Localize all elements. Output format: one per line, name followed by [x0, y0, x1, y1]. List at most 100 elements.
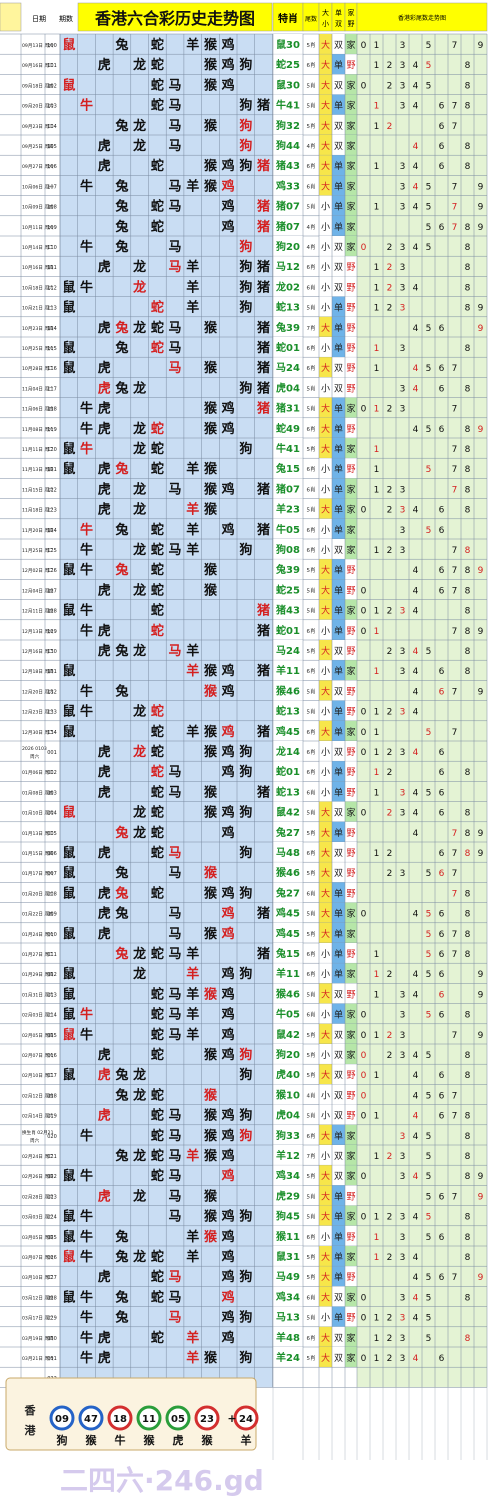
- ball-number: 23: [200, 1414, 214, 1425]
- tail-count: 5肖: [307, 829, 316, 837]
- tail-count: 6肖: [307, 283, 316, 291]
- tail-digit: 6: [439, 102, 445, 112]
- tail-digit: 4: [413, 1051, 419, 1061]
- row-date: 01月24日 周六: [22, 931, 54, 938]
- odd-even: 双: [334, 646, 343, 657]
- tail-digit: 9: [478, 627, 484, 637]
- tail-digit: 8: [465, 243, 471, 253]
- tail-digit: 3: [400, 708, 406, 718]
- big-small: 大: [321, 685, 330, 697]
- odd-even: 单: [334, 221, 343, 233]
- odd-even: 双: [334, 40, 343, 51]
- zodiac-mark: 虎: [98, 623, 111, 639]
- zodiac-mark: 马: [169, 1028, 182, 1043]
- zodiac-mark: 虎: [98, 481, 111, 497]
- home-wild: 野: [346, 323, 355, 334]
- home-wild: 野: [346, 262, 355, 273]
- tail-digit: 8: [465, 910, 471, 920]
- big-small: 大: [321, 1352, 330, 1364]
- odd-even: 双: [334, 686, 343, 697]
- tail-digit: 6: [439, 1273, 445, 1283]
- tail-count: 6肖: [307, 162, 316, 170]
- big-small: 大: [321, 423, 330, 435]
- tail-digit: 6: [439, 1091, 445, 1101]
- tail-count: 6肖: [307, 425, 316, 433]
- zodiac-mark: 蛇: [151, 1289, 164, 1305]
- tail-digit: 0: [361, 41, 367, 51]
- tail-count: 5肖: [307, 1354, 316, 1362]
- zodiac-mark: 狗: [239, 1047, 252, 1063]
- tail-digit: 8: [465, 849, 471, 859]
- tail-digit: 4: [413, 970, 419, 980]
- home-wild: 野: [346, 787, 355, 798]
- zodiac-mark: 蛇: [151, 461, 164, 477]
- zodiac-mark: 鼠: [62, 845, 75, 861]
- odd-even: 双: [334, 868, 343, 879]
- zodiac-mark: 龙: [133, 279, 146, 295]
- odd-even: 双: [334, 383, 343, 394]
- row-date: 10月21日 周二: [22, 306, 54, 312]
- tail-digit: 0: [361, 1031, 367, 1041]
- tail-digit: 1: [374, 1253, 380, 1263]
- home-wild: 野: [346, 646, 355, 657]
- table-row: 01月22日 周四009 虎兔 马 鸡 猪鸡45 5肖大单家 0 4 5 6 8: [0, 902, 487, 923]
- zodiac-mark: 鼠: [62, 885, 75, 901]
- home-wild: 野: [346, 707, 355, 718]
- zodiac-mark: 羊: [186, 37, 199, 53]
- tail-digit: 8: [465, 667, 471, 677]
- home-wild: 家: [346, 524, 355, 536]
- zodiac-mark: 兔: [114, 1249, 128, 1265]
- zodiac-mark: 虎: [98, 744, 111, 760]
- special-zodiac: 牛41: [276, 99, 300, 112]
- tail-digit: 5: [426, 1314, 432, 1324]
- tail-digit: 2: [387, 283, 393, 293]
- row-issue-no: 115: [47, 346, 57, 352]
- zodiac-mark: 狗: [239, 885, 252, 901]
- tail-digit: 7: [452, 950, 458, 960]
- special-zodiac: 猴11: [276, 1230, 300, 1243]
- odd-even: 单: [334, 524, 343, 536]
- home-wild: 野: [346, 888, 355, 899]
- big-small: 小: [321, 545, 330, 556]
- zodiac-mark: 鸡: [221, 1229, 235, 1245]
- zodiac-mark: 龙: [133, 481, 146, 497]
- special-zodiac: 虎40: [276, 1068, 300, 1081]
- header-special: 特肖: [278, 12, 298, 25]
- zodiac-mark: 马: [169, 260, 182, 275]
- tail-digit: 6: [439, 1112, 445, 1122]
- zodiac-mark: 狗: [239, 279, 252, 295]
- tail-digit: 7: [452, 566, 458, 576]
- row-date: 12月11日 周四: [22, 609, 54, 615]
- zodiac-mark: 牛: [80, 1249, 93, 1265]
- zodiac-mark: 猴: [204, 582, 218, 598]
- zodiac-mark: 龙: [133, 582, 146, 598]
- big-small: 大: [321, 887, 330, 899]
- tail-count: 6肖: [307, 950, 316, 958]
- zodiac-mark: 鼠: [62, 1289, 75, 1305]
- tail-digit: 5: [426, 1273, 432, 1283]
- row-issue-no: 127: [47, 588, 57, 594]
- table-row: 03月12日 周四028 鼠牛 兔 蛇马 鸡 鸡34 6肖大双家 0 3 4 5 8: [0, 1286, 487, 1307]
- big-small: 大: [321, 403, 330, 415]
- zodiac-mark: 鸡: [221, 219, 235, 235]
- zodiac-mark: 兔: [114, 643, 128, 659]
- row-date: 11月08日 周六: [22, 426, 54, 433]
- zodiac-mark: 鸡: [221, 421, 235, 437]
- row-issue-no: 016: [47, 1053, 57, 1059]
- zodiac-mark: 龙: [133, 502, 146, 518]
- tail-digit: 4: [413, 1071, 419, 1081]
- zodiac-mark: 鼠: [62, 603, 75, 619]
- tail-digit: 6: [439, 1011, 445, 1021]
- row-date: 01月13日 周二: [22, 831, 54, 837]
- zodiac-mark: 马: [169, 866, 182, 881]
- tail-digit: 7: [452, 1273, 458, 1283]
- tail-digit: 7: [452, 849, 458, 859]
- zodiac-mark: 鸡: [221, 1027, 235, 1043]
- ball-zodiac: 狗: [57, 1433, 68, 1447]
- special-zodiac: 猪31: [275, 402, 300, 415]
- tail-digit: 6: [439, 970, 445, 980]
- tail-digit: 6: [439, 506, 445, 516]
- tail-digit: 8: [465, 142, 471, 152]
- tail-count: 5肖: [307, 1071, 316, 1079]
- tail-digit: 9: [478, 1273, 484, 1283]
